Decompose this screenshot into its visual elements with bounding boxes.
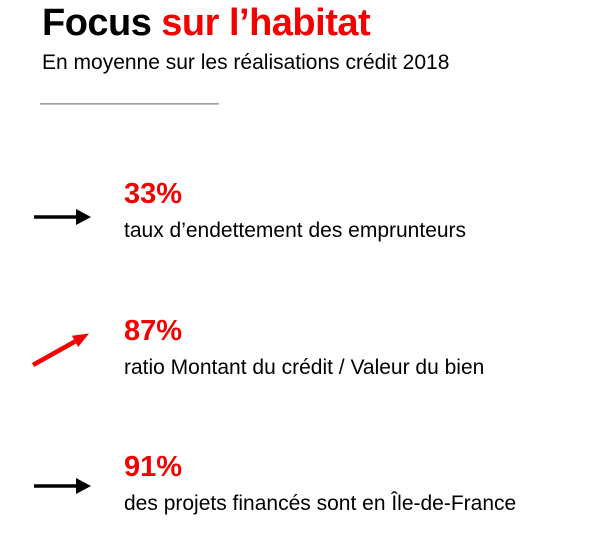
divider-line [40,103,219,105]
stat-item-ile-de-france: 91% des projets financés sont en Île-de-… [124,453,516,516]
up-right-arrow-head [71,333,89,347]
stat-item-loan-to-value: 87% ratio Montant du crédit / Valeur du … [124,317,484,380]
right-arrow-head [76,478,91,494]
right-arrow-head [76,209,91,225]
up-right-arrow-icon [31,333,89,368]
stat-value: 91% [124,451,183,483]
page-subtitle: En moyenne sur les réalisations crédit 2… [42,51,450,74]
stat-value: 87% [124,315,183,347]
stat-value: 33% [124,178,183,210]
right-arrow-icon [34,478,91,494]
stat-label: des projets financés sont en Île-de-Fran… [124,492,517,515]
title-part-black: Focus [42,2,152,44]
page-title: Focus sur l’habitat [42,2,371,45]
stat-label: ratio Montant du crédit / Valeur du bien [124,356,485,379]
right-arrow-icon [34,209,91,225]
stat-item-debt-ratio: 33% taux d’endettement des emprunteurs [124,180,466,243]
up-right-arrow-shaft [31,339,77,368]
stat-label: taux d’endettement des emprunteurs [124,219,467,242]
title-part-red: sur l’habitat [161,2,371,44]
